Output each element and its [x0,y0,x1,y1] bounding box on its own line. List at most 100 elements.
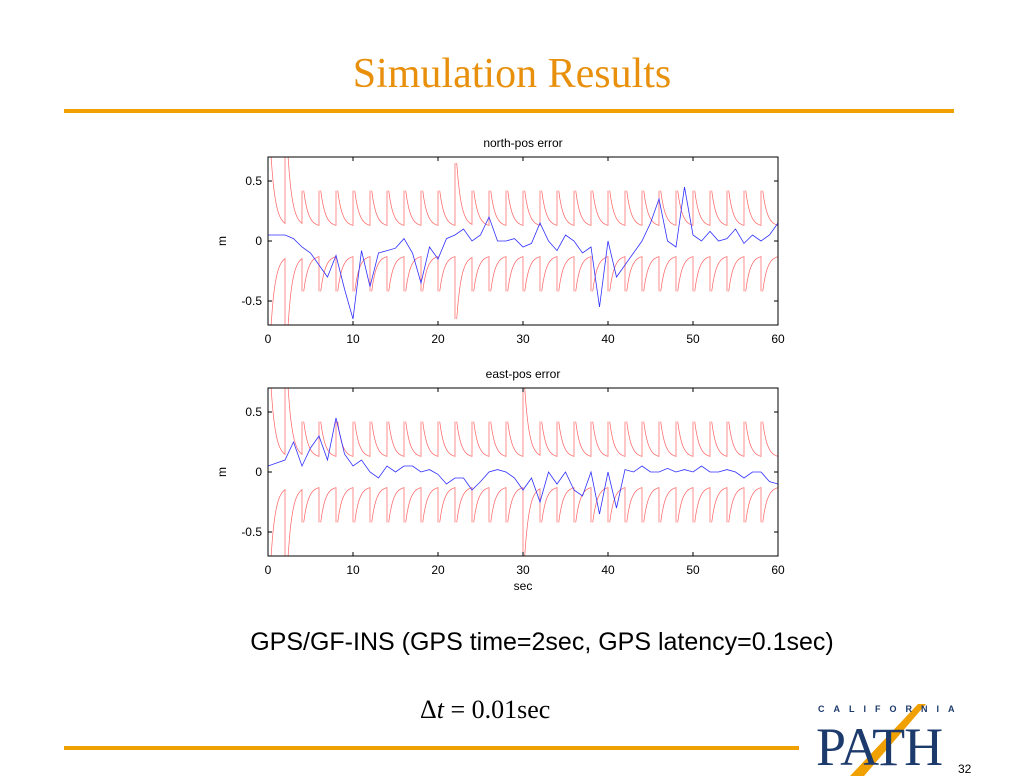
east-pos-error-chart: east-pos error 0 10 20 30 40 50 60 -0.5 0 0.5 m sec [215,367,785,593]
bound-segment [456,162,473,225]
bound-segment [558,421,575,457]
bound-segment [354,256,371,292]
bound-segment [677,256,694,292]
bound-segment [711,190,728,226]
bound-segment [541,256,558,292]
bound-segment [371,190,388,226]
bound-segment [422,421,439,457]
logo-path-text: PATH [816,717,943,777]
bound-segment [745,421,762,457]
bound-segment [337,487,354,523]
bound-segment [558,487,575,523]
bound-segment [711,421,728,457]
bound-segment [609,190,626,226]
x-tick-label: 10 [346,563,360,577]
time-variable: t [436,695,444,724]
bound-segment [337,421,354,457]
bound-segment [575,256,592,292]
bound-segment [745,487,762,523]
bound-segment [609,256,626,292]
bound-segment [270,388,286,456]
bound-segment [524,190,541,226]
bound-segment [609,421,626,457]
bound-segment [388,190,405,226]
time-step-value: = 0.01sec [443,695,551,724]
bound-segment [439,421,456,457]
y-tick-label: -0.5 [241,294,262,308]
bound-segment [507,487,524,556]
x-tick-label: 30 [516,332,530,346]
bound-segment [609,487,626,523]
bound-segment [337,256,354,292]
page-number: 32 [958,762,972,776]
bound-segment [592,256,609,292]
x-tick-label: 10 [346,332,360,346]
bound-segment [320,421,337,457]
bound-segment [643,487,660,523]
bound-segment [643,256,660,292]
bound-segment [490,487,507,523]
bound-segment [388,487,405,523]
bound-segment [694,256,711,292]
north-pos-error-chart: north-pos error 0 10 20 30 40 50 60 -0.5 0 0.5 m [215,136,785,346]
bound-segment [473,487,490,523]
bound-segment [660,190,677,226]
bound-segment [643,421,660,457]
bound-segment [270,257,286,325]
error-line [268,186,778,320]
bound-segment [660,421,677,457]
bound-segment [439,487,456,523]
bound-segment [405,256,422,292]
x-tick-label: 20 [431,563,445,577]
bound-segment [762,421,778,457]
logo-california-text: CALIFORNIA [818,704,964,714]
delta-symbol: Δ [420,695,437,724]
y-tick-label: 0.5 [245,174,262,188]
x-tick-label: 40 [601,563,615,577]
slide-title: Simulation Results [352,51,672,97]
bound-segment [541,421,558,457]
bound-segment [422,190,439,226]
x-tick-label: 20 [431,332,445,346]
bound-segment [677,487,694,523]
bound-segment [303,256,320,292]
bound-segment [422,256,439,292]
y-axis-label: m [215,467,229,477]
bound-segment [456,487,473,523]
slide-caption: GPS/GF-INS (GPS time=2sec, GPS latency=0… [250,628,834,656]
bound-segment [354,487,371,523]
chart-title: north-pos error [483,136,562,150]
bound-segment [592,421,609,457]
bound-segment [660,256,677,292]
bound-segment [643,190,660,226]
bound-segment [371,256,388,292]
bound-segment [711,256,728,292]
bound-segment [490,190,507,226]
bound-segment [524,388,541,456]
bound-segment [287,257,303,325]
bound-segment [337,190,354,226]
bound-segment [507,388,524,457]
bound-segment [507,256,524,292]
bound-segment [270,488,286,556]
x-tick-label: 0 [265,563,272,577]
footer-divider [64,746,799,750]
bound-segment [354,190,371,226]
x-tick-label: 30 [516,563,530,577]
bound-segment [287,157,303,225]
bound-segment [405,190,422,226]
x-tick-label: 0 [265,332,272,346]
bound-segment [745,190,762,226]
chart-title: east-pos error [486,367,561,381]
bound-segment [694,190,711,226]
time-step-formula: Δt = 0.01sec [420,695,550,725]
bound-segment [473,421,490,457]
bound-segment [490,421,507,457]
bound-segment [473,190,490,226]
bound-segment [711,487,728,523]
error-series [268,417,778,515]
bound-segment [388,421,405,457]
x-tick-label: 50 [686,563,700,577]
bound-segment [524,488,541,556]
bound-segment [320,256,337,292]
